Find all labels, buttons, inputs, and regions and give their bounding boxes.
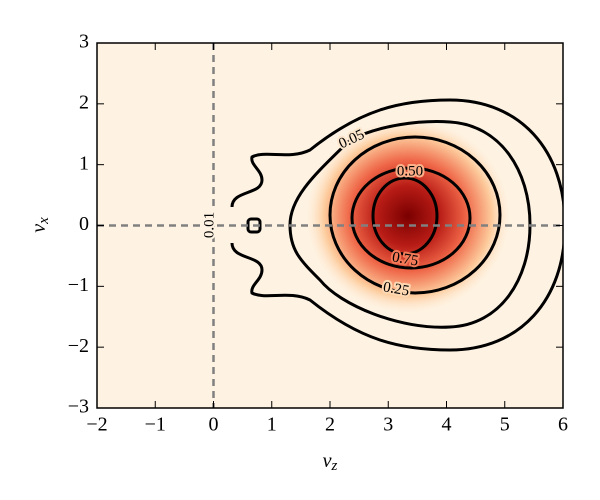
contours: [230, 98, 563, 352]
x-label-symbol: v: [323, 450, 332, 472]
x-tick-label: −1: [145, 414, 166, 436]
y-label-subscript: x: [36, 217, 52, 225]
x-tick-label: 0: [209, 414, 219, 436]
x-tick-label: 3: [383, 414, 393, 436]
x-tick-label: −2: [86, 414, 107, 436]
density: [303, 116, 513, 316]
contour: [371, 176, 439, 256]
y-tick-label: −2: [68, 335, 89, 357]
y-tick-label: 2: [79, 91, 89, 113]
x-tick-label: 1: [267, 414, 277, 436]
plot-frame: [96, 42, 564, 409]
contour-label: 0.01: [201, 212, 217, 238]
y-axis-label: vx: [28, 217, 53, 233]
contour: [328, 135, 502, 295]
y-tick-label: 0: [79, 213, 89, 235]
x-tick-label: 6: [558, 414, 568, 436]
x-tick-label: 5: [500, 414, 510, 436]
x-tick-label: 4: [442, 414, 452, 436]
heatmap: [303, 116, 513, 316]
x-axis-label: vz: [323, 450, 338, 475]
y-tick-label: 1: [79, 152, 89, 174]
contour: [230, 98, 563, 352]
y-tick-label: −3: [68, 396, 89, 418]
y-tick-label: −1: [68, 274, 89, 296]
y-label-symbol: v: [28, 224, 50, 233]
x-label-subscript: z: [331, 458, 338, 474]
contour: [350, 166, 472, 270]
contour-label: 0.50: [397, 163, 423, 179]
x-tick-label: 2: [325, 414, 335, 436]
y-tick-label: 3: [79, 31, 89, 53]
